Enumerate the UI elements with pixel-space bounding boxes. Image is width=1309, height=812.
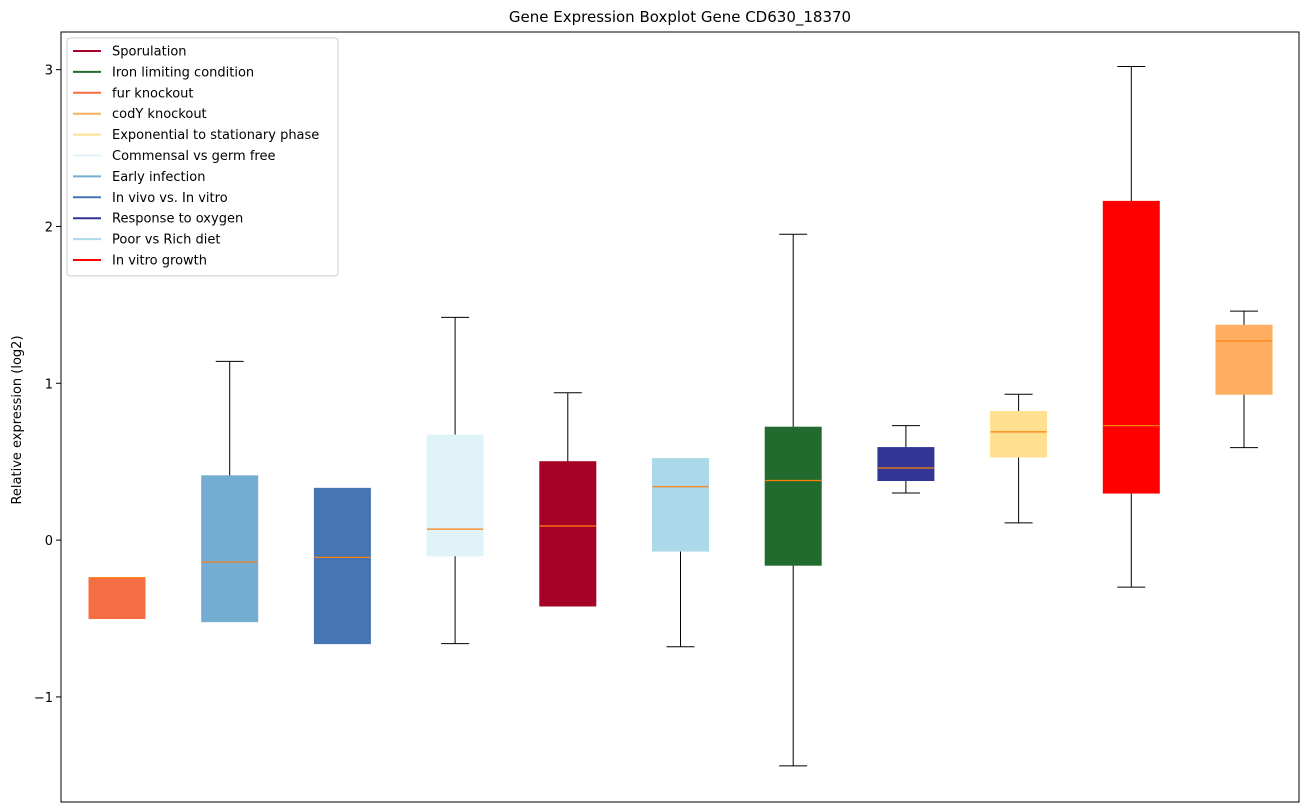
legend-frame bbox=[66, 37, 339, 277]
box-body bbox=[1215, 324, 1273, 395]
box-8 bbox=[877, 425, 935, 494]
y-tick-label: 1 bbox=[45, 377, 53, 392]
box-1 bbox=[88, 577, 146, 620]
legend-entry: In vivo vs. In vitro bbox=[73, 191, 228, 206]
legend-label: codY knockout bbox=[112, 107, 207, 122]
legend-label: In vivo vs. In vitro bbox=[112, 191, 228, 206]
box-6 bbox=[652, 458, 709, 648]
box-3 bbox=[313, 487, 371, 645]
box-body bbox=[990, 411, 1048, 458]
legend-label: Response to oxygen bbox=[112, 212, 243, 227]
legend-entry: fur knockout bbox=[73, 86, 194, 101]
legend-entry: In vitro growth bbox=[73, 254, 207, 269]
legend-label: Iron limiting condition bbox=[112, 65, 254, 80]
box-body bbox=[877, 447, 935, 482]
box-body bbox=[88, 577, 146, 620]
legend-entry: Poor vs Rich diet bbox=[73, 233, 220, 248]
box-7 bbox=[764, 233, 822, 767]
legend-entry: Sporulation bbox=[73, 45, 187, 60]
legend-label: fur knockout bbox=[112, 86, 194, 101]
box-9 bbox=[990, 393, 1048, 524]
boxes-layer bbox=[88, 66, 1273, 767]
legend-label: Sporulation bbox=[112, 45, 187, 60]
y-tick-label: 2 bbox=[45, 220, 53, 235]
plot-area-frame bbox=[60, 31, 1300, 803]
legend: Sporulation Iron limiting condition fur kn… bbox=[66, 37, 339, 277]
box-11 bbox=[1215, 310, 1273, 449]
y-axis-label: Relative expression (log2) bbox=[10, 335, 25, 504]
legend-entry: Iron limiting condition bbox=[73, 65, 254, 80]
box-body bbox=[1102, 200, 1160, 494]
box-body bbox=[201, 475, 259, 623]
box-10 bbox=[1102, 66, 1160, 588]
box-body bbox=[652, 458, 709, 552]
legend-entry: codY knockout bbox=[73, 107, 207, 122]
legend-label: In vitro growth bbox=[112, 254, 207, 269]
legend-entry: Commensal vs germ free bbox=[73, 149, 275, 164]
legend-entry: Exponential to stationary phase bbox=[73, 128, 319, 143]
box-body bbox=[426, 434, 484, 557]
legend-entry: Response to oxygen bbox=[73, 212, 243, 227]
box-5 bbox=[539, 392, 597, 607]
legend-label: Commensal vs germ free bbox=[112, 149, 275, 164]
box-body bbox=[313, 487, 371, 645]
box-body bbox=[764, 426, 822, 566]
legend-label: Exponential to stationary phase bbox=[112, 128, 319, 143]
box-2 bbox=[201, 360, 259, 623]
box-body bbox=[539, 461, 597, 607]
legend-label: Poor vs Rich diet bbox=[112, 233, 220, 248]
y-tick-label: −1 bbox=[34, 691, 53, 706]
legend-label: Early infection bbox=[112, 170, 205, 185]
y-tick-label: 0 bbox=[45, 534, 53, 549]
y-tick-label: 3 bbox=[45, 64, 53, 79]
legend-entry: Early infection bbox=[73, 170, 205, 185]
box-4 bbox=[426, 316, 484, 645]
chart-title: Gene Expression Boxplot Gene CD630_18370 bbox=[509, 8, 851, 27]
y-axis: −1 0 1 2 3 bbox=[34, 64, 61, 706]
